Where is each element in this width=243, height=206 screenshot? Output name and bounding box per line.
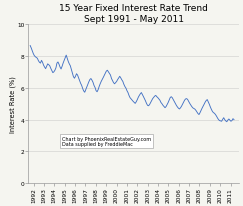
Text: Chart by PhoenixRealEstateGuy.com
Data supplied by FreddieMac: Chart by PhoenixRealEstateGuy.com Data s…	[62, 136, 151, 147]
Y-axis label: Interest Rate (%): Interest Rate (%)	[9, 76, 16, 132]
Title: 15 Year Fixed Interest Rate Trend
Sept 1991 - May 2011: 15 Year Fixed Interest Rate Trend Sept 1…	[59, 4, 208, 24]
